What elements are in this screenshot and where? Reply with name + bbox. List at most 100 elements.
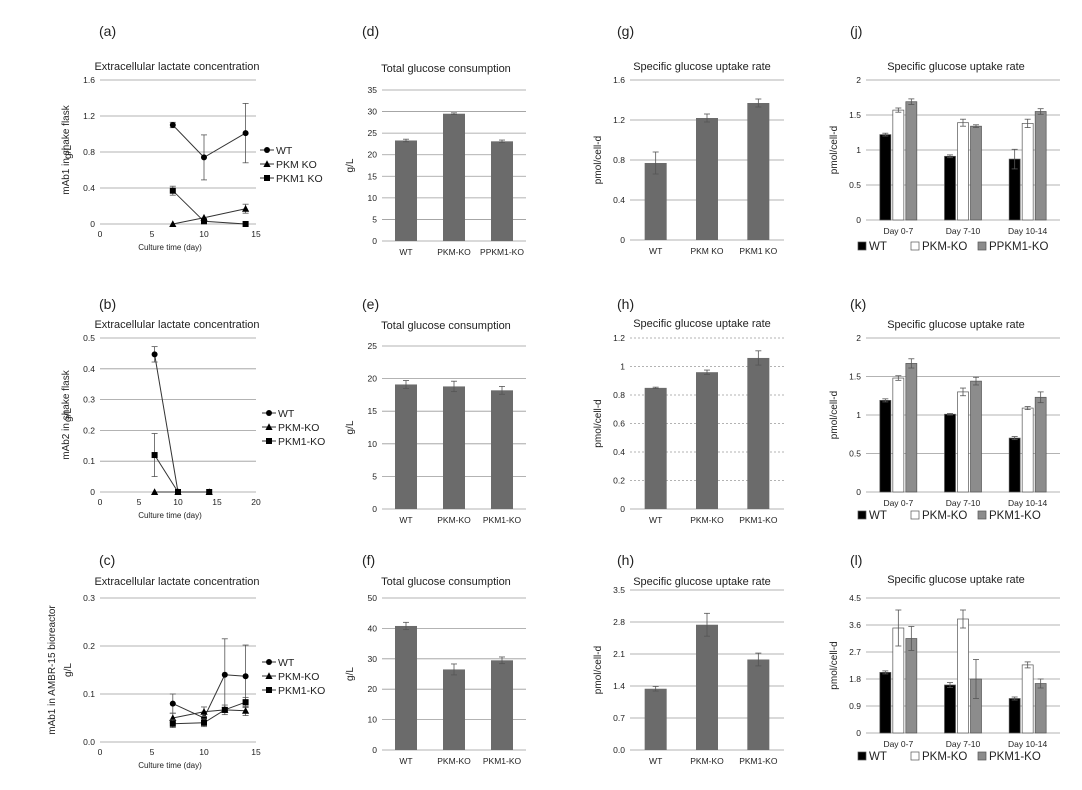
y-axis-label: g/L	[345, 420, 356, 434]
y-tick-label: 15	[368, 406, 378, 416]
y-tick-label: 0.2	[83, 425, 95, 435]
data-point	[201, 218, 207, 225]
row-label: mAb2 in shake flask	[61, 369, 72, 459]
legend-swatch	[910, 241, 920, 251]
data-point	[242, 204, 250, 212]
chart-title: Extracellular lactate concentration	[94, 576, 259, 588]
x-tick-label: Day 10-14	[1008, 226, 1047, 236]
series-line	[154, 354, 179, 493]
legend-label: PKM1 KO	[276, 173, 323, 185]
y-tick-label: 0.2	[83, 641, 95, 651]
x-tick-label: WT	[649, 515, 662, 525]
bar	[892, 109, 905, 221]
y-tick-label: 10	[368, 715, 378, 725]
bar	[1021, 664, 1034, 734]
x-tick-label: PKM1-KO	[483, 756, 522, 766]
y-tick-label: 1	[856, 145, 861, 155]
x-tick-label: PKM-KO	[690, 515, 724, 525]
x-tick-label: PKM1-KO	[739, 515, 778, 525]
legend-label: WT	[869, 751, 887, 763]
bar	[879, 672, 892, 734]
row-label: mAb1 in shake flask	[61, 104, 72, 194]
y-tick-label: 1.6	[83, 75, 95, 85]
y-tick-label: 0.1	[83, 689, 95, 699]
panel-label: (f)	[362, 552, 375, 568]
data-point	[151, 452, 158, 459]
chart-e: (e)Total glucose consumption 0 5 10 15 20 25 g/…	[345, 296, 526, 525]
chart-title: Specific glucose uptake rate	[633, 576, 771, 588]
data-point	[151, 488, 159, 495]
bar	[905, 363, 918, 493]
bar	[944, 684, 956, 734]
chart-h2: (h) Specific glucose uptake rate 0.0 0.7 1.4…	[593, 552, 784, 766]
legend-swatch	[857, 510, 867, 520]
bar	[696, 624, 718, 750]
x-tick-label: WT	[399, 756, 412, 766]
bar	[957, 618, 969, 734]
series-line	[172, 190, 246, 225]
y-tick-label: 4.5	[849, 593, 861, 603]
panel-label: (l)	[850, 552, 862, 568]
bar	[644, 163, 667, 240]
x-tick-label: PKM-KO	[437, 515, 471, 525]
legend-label: WT	[869, 241, 887, 253]
legend-label: PKM-KO	[278, 671, 319, 683]
data-point	[242, 130, 249, 137]
data-point	[151, 351, 158, 358]
x-tick-label: PKM-KO	[437, 247, 471, 257]
x-tick-label: 0	[98, 229, 103, 239]
y-tick-label: 0	[620, 235, 625, 245]
x-tick-label: Day 10-14	[1008, 739, 1047, 749]
bar	[491, 141, 513, 241]
chart-c: (c) Extracellular lactate concentration 0.…	[47, 552, 325, 770]
bar	[944, 155, 956, 221]
bar	[491, 390, 513, 509]
legend-marker	[266, 659, 272, 665]
x-tick-label: PKM1-KO	[739, 756, 778, 766]
bar	[443, 669, 465, 750]
data-point	[200, 707, 208, 715]
legend-label: PPKM1-KO	[989, 241, 1048, 253]
y-tick-label: 1.6	[613, 75, 625, 85]
chart-title: Total glucose consumption	[381, 63, 511, 75]
y-tick-label: 0	[372, 745, 377, 755]
x-tick-label: 15	[212, 497, 222, 507]
y-tick-label: 0.5	[849, 449, 861, 459]
bar	[879, 134, 892, 221]
bar	[747, 103, 770, 240]
bar	[1008, 698, 1021, 734]
legend-label: PKM-KO	[922, 751, 967, 763]
y-tick-label: 15	[368, 171, 378, 181]
bar	[1034, 396, 1047, 493]
legend-marker	[265, 672, 273, 679]
x-tick-label: PKM-KO	[690, 756, 724, 766]
data-point	[169, 714, 177, 721]
data-point	[242, 673, 249, 680]
bar	[696, 372, 718, 509]
y-tick-label: 10	[368, 193, 378, 203]
data-point	[169, 187, 176, 194]
y-tick-label: 0	[856, 487, 861, 497]
x-axis-label: Culture time (day)	[138, 243, 202, 252]
data-point	[175, 489, 181, 495]
y-tick-label: 0.8	[613, 155, 625, 165]
y-tick-label: 20	[368, 684, 378, 694]
y-tick-label: 0.3	[83, 395, 95, 405]
y-tick-label: 0.6	[613, 419, 625, 429]
bar	[1034, 111, 1047, 221]
data-point	[169, 720, 176, 727]
legend-marker	[265, 423, 273, 430]
chart-h1: (h) Specific glucose uptake rate 0 0.2 0.4 0.…	[593, 296, 784, 525]
chart-title: Total glucose consumption	[381, 576, 511, 588]
y-axis-label: g/L	[63, 408, 74, 422]
legend-swatch	[910, 751, 920, 761]
legend-label: WT	[278, 408, 295, 420]
legend-label: WT	[278, 657, 295, 669]
bar	[957, 391, 969, 493]
chart-g: (g) Specific glucose uptake rate 0 0.4 0.8 1.…	[593, 23, 784, 256]
y-tick-label: 2	[856, 333, 861, 343]
series-line	[172, 709, 246, 719]
panel-label: (k)	[850, 296, 866, 312]
chart-l: (l) Specific glucose uptake rate 0 0.9 1.8 2.…	[829, 552, 1060, 763]
